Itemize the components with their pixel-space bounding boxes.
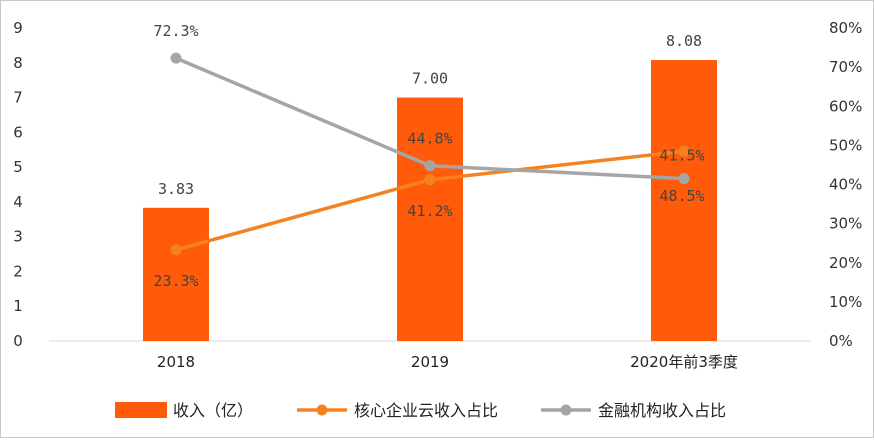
y-left-tick-label: 6 — [13, 123, 23, 141]
bar-series — [143, 59, 717, 342]
bar-value-label: 7.00 — [412, 70, 448, 88]
line-point-label: 48.5% — [659, 187, 704, 205]
legend-label: 收入（亿） — [173, 401, 253, 420]
y-right-tick-label: 50% — [829, 136, 862, 154]
bar-value-label: 8.08 — [666, 32, 702, 50]
y-left-tick-label: 3 — [13, 228, 23, 246]
line-point-label: 23.3% — [153, 272, 198, 290]
y-left-tick-label: 9 — [13, 19, 23, 37]
legend-swatch-bar — [115, 402, 167, 418]
legend: 收入（亿） 核心企业云收入占比 金融机构收入占比 — [115, 401, 726, 420]
line-point-label: 44.8% — [407, 130, 452, 148]
series-point — [678, 173, 690, 185]
y-right-tick-label: 20% — [829, 254, 862, 272]
legend-label: 核心企业云收入占比 — [354, 401, 498, 420]
legend-swatch-marker — [560, 404, 572, 416]
x-category-label: 2020年前3季度 — [630, 353, 738, 371]
bar — [397, 97, 463, 341]
y-right-tick-label: 60% — [829, 97, 862, 115]
line-point-label: 41.5% — [659, 147, 704, 165]
x-category-label: 2019 — [411, 353, 449, 371]
bar — [651, 59, 717, 342]
bar-value-label: 3.83 — [158, 180, 194, 198]
series-point — [170, 244, 182, 256]
y-right-tick-label: 80% — [829, 19, 862, 37]
series-point — [424, 174, 436, 186]
legend-label: 金融机构收入占比 — [598, 401, 726, 420]
series-point — [678, 145, 690, 157]
bar — [143, 207, 209, 341]
y-left-tick-label: 0 — [13, 332, 23, 350]
series-point — [170, 52, 182, 64]
y-right-tick-label: 30% — [829, 215, 862, 233]
legend-swatch-marker — [316, 404, 328, 416]
data-labels: 3.83 7.00 8.08 23.3% 41.2% 48.5% 72.3% 44.8% 41.… — [153, 22, 704, 290]
y-right-tick-label: 70% — [829, 58, 862, 76]
axes: 0 1 2 3 4 5 6 7 8 9 0% 10% 20% 30% 40% 50% 60% 70% 80% 2018… — [13, 19, 862, 371]
line-point-label: 72.3% — [153, 22, 198, 40]
y-right-tick-label: 40% — [829, 176, 862, 194]
line-series — [170, 52, 690, 256]
line-point-label: 41.2% — [407, 202, 452, 220]
y-left-tick-label: 8 — [13, 54, 23, 72]
y-right-tick-label: 0% — [829, 332, 853, 350]
series-point — [424, 160, 436, 172]
y-left-tick-label: 2 — [13, 262, 23, 280]
x-category-label: 2018 — [157, 353, 195, 371]
y-left-tick-label: 4 — [13, 193, 23, 211]
y-left-tick-label: 7 — [13, 89, 23, 107]
y-left-tick-label: 1 — [13, 297, 23, 315]
y-left-tick-label: 5 — [13, 158, 23, 176]
y-right-tick-label: 10% — [829, 293, 862, 311]
